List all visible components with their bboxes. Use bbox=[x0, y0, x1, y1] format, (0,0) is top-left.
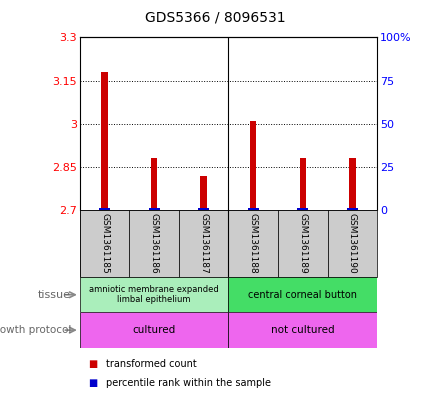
Bar bbox=[327, 210, 376, 277]
Bar bbox=[297, 208, 307, 210]
Bar bbox=[150, 158, 157, 210]
Bar bbox=[148, 208, 159, 210]
Text: growth protocol: growth protocol bbox=[0, 325, 71, 335]
Text: GSM1361190: GSM1361190 bbox=[347, 213, 356, 274]
Bar bbox=[228, 277, 376, 312]
Text: GSM1361185: GSM1361185 bbox=[100, 213, 109, 274]
Text: GSM1361188: GSM1361188 bbox=[248, 213, 257, 274]
Text: GSM1361189: GSM1361189 bbox=[298, 213, 307, 274]
Text: tissue: tissue bbox=[38, 290, 71, 300]
Text: transformed count: transformed count bbox=[105, 358, 196, 369]
Bar bbox=[346, 208, 357, 210]
Text: ■: ■ bbox=[88, 378, 97, 388]
Bar bbox=[80, 312, 228, 348]
Bar bbox=[249, 121, 256, 210]
Bar bbox=[178, 210, 228, 277]
Text: not cultured: not cultured bbox=[270, 325, 334, 335]
Bar bbox=[277, 210, 327, 277]
Text: GSM1361187: GSM1361187 bbox=[199, 213, 208, 274]
Bar bbox=[247, 208, 258, 210]
Text: GSM1361186: GSM1361186 bbox=[149, 213, 158, 274]
Bar bbox=[200, 176, 206, 210]
Text: percentile rank within the sample: percentile rank within the sample bbox=[105, 378, 270, 388]
Text: cultured: cultured bbox=[132, 325, 175, 335]
Bar bbox=[80, 277, 228, 312]
Text: ■: ■ bbox=[88, 358, 97, 369]
Text: central corneal button: central corneal button bbox=[248, 290, 356, 300]
Bar bbox=[198, 208, 209, 210]
Text: GDS5366 / 8096531: GDS5366 / 8096531 bbox=[145, 11, 285, 25]
Bar bbox=[348, 158, 355, 210]
Bar bbox=[80, 210, 129, 277]
Bar bbox=[99, 208, 110, 210]
Bar bbox=[101, 72, 108, 210]
Bar bbox=[228, 210, 277, 277]
Bar bbox=[228, 312, 376, 348]
Bar bbox=[129, 210, 178, 277]
Bar bbox=[299, 158, 305, 210]
Text: amniotic membrane expanded
limbal epithelium: amniotic membrane expanded limbal epithe… bbox=[89, 285, 218, 305]
